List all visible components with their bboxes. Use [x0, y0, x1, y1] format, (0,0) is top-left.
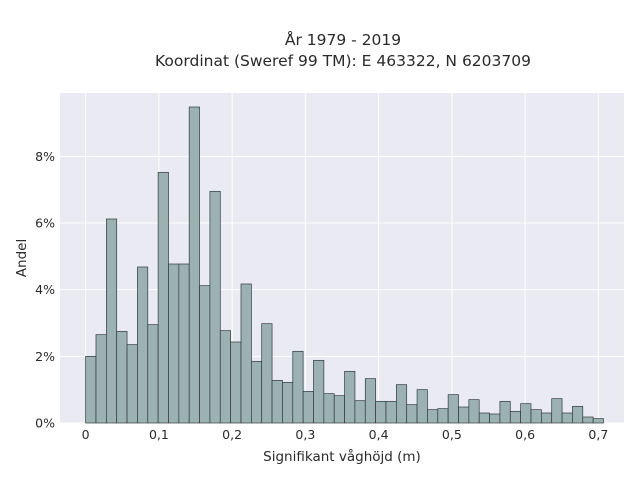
histogram-bar [385, 400, 397, 424]
histogram-bar [416, 389, 428, 424]
x-tick-label: 0,3 [295, 427, 315, 442]
histogram-bar [219, 330, 231, 424]
histogram-bar [520, 403, 532, 424]
y-tick-label: 4% [35, 282, 55, 297]
histogram-bar [561, 412, 573, 424]
y-tick-label: 6% [35, 216, 55, 231]
histogram-bar [199, 285, 211, 424]
histogram-bar [137, 266, 149, 424]
histogram-bar [157, 171, 169, 424]
histogram-bar [406, 404, 418, 424]
histogram-bar [168, 263, 180, 424]
histogram-bar [230, 341, 242, 424]
histogram-bar [323, 393, 335, 424]
histogram-bar [540, 412, 553, 424]
histogram-bar [458, 406, 470, 424]
x-axis-label: Signifikant våghöjd (m) [263, 448, 421, 465]
chart-subtitle: Koordinat (Sweref 99 TM): E 463322, N 62… [155, 52, 531, 70]
x-axis-ticks: 0 0,1 0,2 0,3 0,4 0,5 0,6 0,7 [82, 427, 609, 442]
y-tick-label: 2% [35, 349, 55, 364]
histogram-bar [271, 379, 283, 424]
histogram-bar [478, 412, 490, 424]
chart-title: År 1979 - 2019 [285, 30, 401, 49]
y-tick-label: 0% [35, 416, 55, 431]
histogram-bar [489, 413, 501, 424]
histogram-bar [499, 400, 511, 424]
x-tick-label: 0 [82, 427, 90, 442]
histogram-bar [250, 360, 263, 424]
histogram-bar [106, 218, 118, 424]
histogram-bar [468, 399, 480, 424]
histogram-bar [582, 416, 594, 424]
y-axis-label: Andel [14, 239, 30, 277]
histogram-bar [313, 359, 325, 424]
histogram-bar [292, 350, 304, 424]
histogram-bar [85, 355, 97, 424]
histogram-bar [261, 323, 273, 424]
histogram-bar [282, 381, 294, 424]
histogram-bar [240, 283, 252, 424]
x-tick-label: 0,2 [222, 427, 242, 442]
histogram-bar [344, 370, 356, 424]
histogram-bar [354, 400, 366, 424]
histogram-bar [364, 378, 376, 424]
histogram-bar [209, 190, 221, 424]
y-tick-label: 8% [35, 149, 55, 164]
histogram-bar [116, 330, 128, 424]
histogram-bar [592, 418, 604, 424]
histogram-bar [509, 410, 521, 424]
histogram-bar [437, 408, 449, 424]
histogram-bar [333, 395, 345, 424]
histogram-bar [188, 106, 200, 424]
histogram-bar [126, 344, 138, 424]
x-tick-label: 0,1 [149, 427, 169, 442]
histogram-bar [375, 400, 387, 424]
x-tick-label: 0,4 [369, 427, 389, 442]
histogram-bar [95, 334, 107, 424]
x-tick-label: 0,6 [515, 427, 535, 442]
histogram-bar [395, 384, 408, 424]
histogram-bars [85, 106, 604, 424]
histogram-bar [302, 390, 314, 424]
histogram-bar [427, 409, 439, 424]
histogram-bar [572, 405, 584, 424]
x-tick-label: 0,5 [442, 427, 462, 442]
x-tick-label: 0,7 [588, 427, 608, 442]
histogram-bar [447, 394, 459, 424]
histogram-bar [178, 263, 190, 424]
histogram-bar [147, 324, 159, 424]
y-axis-ticks: 0% 2% 4% 6% 8% [35, 149, 55, 431]
histogram-bar [530, 409, 542, 424]
histogram-bar [551, 398, 563, 424]
